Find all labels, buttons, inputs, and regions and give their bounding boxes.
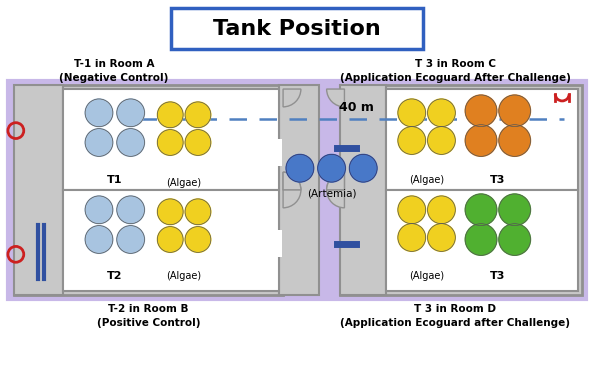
Circle shape [157, 130, 183, 155]
Circle shape [428, 99, 455, 127]
Bar [386, 190, 578, 291]
Circle shape [85, 99, 113, 127]
Wedge shape [283, 172, 301, 190]
Wedge shape [326, 89, 344, 107]
Circle shape [185, 102, 211, 128]
Bar [64, 89, 279, 190]
Circle shape [85, 129, 113, 156]
Wedge shape [283, 172, 301, 190]
Text: T3: T3 [490, 175, 506, 185]
Circle shape [157, 199, 183, 225]
Circle shape [318, 154, 346, 182]
Bar [64, 190, 279, 291]
Circle shape [398, 99, 425, 127]
Circle shape [499, 224, 530, 255]
Circle shape [428, 196, 455, 224]
Circle shape [398, 196, 425, 224]
Bar [340, 85, 582, 295]
Circle shape [85, 196, 113, 224]
Text: T 3 in Room C
(Application Ecoguard After Challenge): T 3 in Room C (Application Ecoguard Afte… [340, 59, 571, 83]
Wedge shape [326, 172, 344, 190]
Circle shape [117, 99, 145, 127]
Circle shape [499, 95, 530, 127]
Text: T3: T3 [490, 271, 506, 281]
Bar [14, 85, 64, 295]
Circle shape [286, 154, 314, 182]
Bar [276, 230, 282, 257]
Circle shape [185, 226, 211, 252]
Circle shape [117, 196, 145, 224]
Circle shape [157, 226, 183, 252]
Circle shape [428, 127, 455, 154]
Wedge shape [283, 89, 301, 107]
Circle shape [499, 125, 530, 156]
Circle shape [349, 154, 377, 182]
FancyBboxPatch shape [171, 8, 422, 49]
Text: (Algae): (Algae) [167, 271, 202, 281]
Circle shape [398, 224, 425, 251]
Circle shape [117, 226, 145, 253]
Bar [276, 139, 282, 166]
Text: T 3 in Room D
(Application Ecoguard after Challenge): T 3 in Room D (Application Ecoguard afte… [340, 304, 570, 328]
Wedge shape [283, 190, 301, 208]
Text: Tank Position: Tank Position [213, 19, 381, 39]
Circle shape [499, 194, 530, 226]
Circle shape [465, 224, 497, 255]
Bar [8, 81, 586, 299]
Text: (Algae): (Algae) [409, 271, 444, 281]
Text: (Algae): (Algae) [409, 175, 444, 185]
Text: T2: T2 [107, 271, 122, 281]
Text: T-1 in Room A
(Negative Control): T-1 in Room A (Negative Control) [59, 59, 169, 83]
Text: T-2 in Room B
(Positive Control): T-2 in Room B (Positive Control) [97, 304, 200, 328]
Bar [14, 85, 283, 295]
Circle shape [85, 226, 113, 253]
Circle shape [185, 130, 211, 155]
Text: T1: T1 [107, 175, 122, 185]
Bar [279, 85, 319, 295]
Bar [386, 89, 578, 190]
Text: 40 m: 40 m [339, 101, 374, 114]
Circle shape [185, 199, 211, 225]
Circle shape [398, 127, 425, 154]
Circle shape [117, 129, 145, 156]
Circle shape [428, 224, 455, 251]
Wedge shape [326, 190, 344, 208]
Circle shape [157, 102, 183, 128]
Circle shape [465, 125, 497, 156]
Text: (Artemia): (Artemia) [307, 188, 356, 198]
Bar [340, 85, 386, 295]
Wedge shape [326, 172, 344, 190]
Text: (Algae): (Algae) [167, 178, 202, 188]
Circle shape [465, 95, 497, 127]
Circle shape [465, 194, 497, 226]
